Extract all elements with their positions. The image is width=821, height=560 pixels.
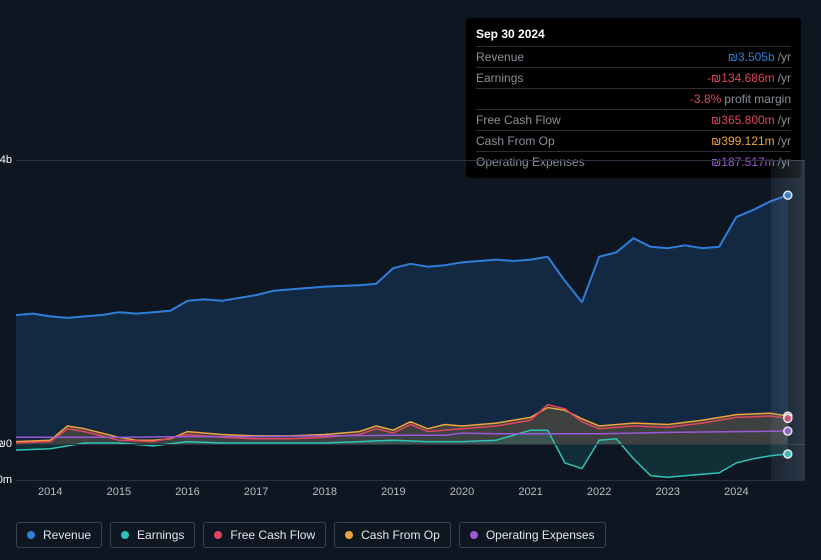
legend-dot [214,531,222,539]
legend-item-cash-from-op[interactable]: Cash From Op [334,522,451,548]
gridline [16,480,805,481]
financials-chart[interactable]: 2014201520162017201820192020202120222023… [16,160,805,480]
tooltip-row: Cash From Op ₪399.121m/yr [476,130,791,151]
tooltip-row-value: ₪3.505b [728,50,775,64]
y-axis-label: ₪4b [0,154,16,166]
tooltip-row-label: Free Cash Flow [476,113,561,127]
legend-dot [121,531,129,539]
legend-item-free-cash-flow[interactable]: Free Cash Flow [203,522,326,548]
legend-item-earnings[interactable]: Earnings [110,522,195,548]
tooltip-row-value: -₪134.686m [707,71,775,85]
tooltip-row-value: ₪365.800m [711,113,775,127]
x-axis-label: 2022 [587,486,611,498]
legend-label: Free Cash Flow [230,528,315,542]
legend-label: Cash From Op [361,528,440,542]
y-axis-label: -₪500m [0,474,16,486]
x-axis-label: 2020 [450,486,474,498]
tooltip-row-unit: /yr [778,71,791,85]
gridline [16,160,805,161]
tooltip-row: -3.8%profit margin [476,88,791,109]
tooltip-row: Revenue ₪3.505b/yr [476,46,791,67]
x-axis-label: 2019 [381,486,405,498]
tooltip-row-label: Revenue [476,50,524,64]
tooltip-row-unit: /yr [778,113,791,127]
legend-label: Earnings [137,528,184,542]
tooltip-row-unit: /yr [778,134,791,148]
chart-legend: Revenue Earnings Free Cash Flow Cash From O… [16,522,606,548]
tooltip-row-extra: profit margin [724,92,791,106]
x-axis-label: 2016 [175,486,199,498]
legend-dot [27,531,35,539]
tooltip-title: Sep 30 2024 [476,24,791,46]
legend-label: Revenue [43,528,91,542]
legend-item-operating-expenses[interactable]: Operating Expenses [459,522,606,548]
legend-item-revenue[interactable]: Revenue [16,522,102,548]
chart-tooltip: Sep 30 2024 Revenue ₪3.505b/yr Earnings -₪13… [466,18,801,178]
tooltip-row: Free Cash Flow ₪365.800m/yr [476,109,791,130]
tooltip-row-label: Cash From Op [476,134,555,148]
tooltip-row-label: Earnings [476,71,523,85]
x-axis-label: 2015 [107,486,131,498]
x-axis-label: 2021 [518,486,542,498]
tooltip-row-value: ₪399.121m [711,134,775,148]
gridline [16,444,805,445]
legend-label: Operating Expenses [486,528,595,542]
x-axis-label: 2018 [312,486,336,498]
y-axis-label: ₪0 [0,438,16,450]
x-axis-label: 2023 [656,486,680,498]
legend-dot [345,531,353,539]
x-axis-label: 2014 [38,486,62,498]
tooltip-row: Earnings -₪134.686m/yr [476,67,791,88]
x-axis-label: 2024 [724,486,748,498]
x-axis-label: 2017 [244,486,268,498]
tooltip-row-value: -3.8% [690,92,721,106]
tooltip-row-unit: /yr [778,50,791,64]
legend-dot [470,531,478,539]
